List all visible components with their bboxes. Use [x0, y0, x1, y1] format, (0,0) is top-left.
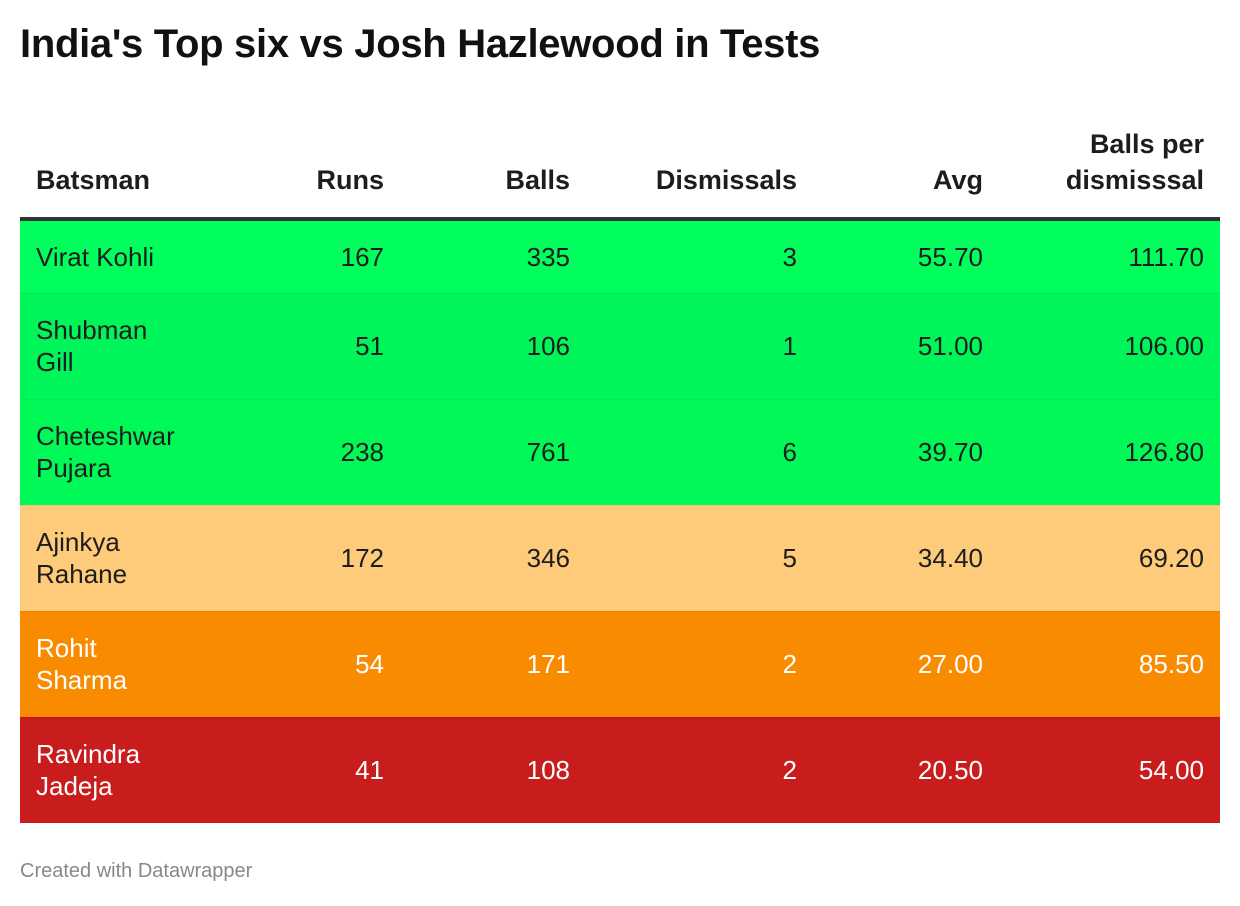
cell-balls-per-dismissal: 69.20 [1138, 543, 1204, 573]
cell-balls: 106 [526, 331, 570, 361]
cell-avg: 55.70 [917, 241, 983, 272]
table-row: Virat Kohli 167 335 3 55.70 111.70 [20, 219, 1220, 293]
cell-avg: 34.40 [917, 543, 983, 573]
table-row: Rohit Sharma 54 171 2 27.00 85.50 [20, 611, 1220, 717]
header-avg[interactable]: Avg [932, 165, 983, 195]
table-row: Cheteshwar Pujara 238 761 6 39.70 126.80 [20, 399, 1220, 505]
header-balls-per-dismissal[interactable]: Balls per dismisssal [1065, 129, 1204, 195]
header-dismissals[interactable]: Dismissals [655, 165, 797, 195]
cell-balls-per-dismissal: 106.00 [1124, 331, 1204, 361]
table-row: Shubman Gill 51 106 1 51.00 106.00 [20, 293, 1220, 399]
cell-batsman: Cheteshwar Pujara [36, 421, 175, 483]
cell-dismissals: 6 [782, 437, 797, 467]
table-row: Ajinkya Rahane 172 346 5 34.40 69.20 [20, 505, 1220, 611]
cell-batsman: Shubman Gill [36, 315, 148, 377]
header-row: Batsman Runs Balls Dismissals Avg Balls … [20, 118, 1220, 219]
table-body: Virat Kohli 167 335 3 55.70 111.70 Shubman Gil… [20, 219, 1220, 823]
cell-runs: 51 [355, 331, 384, 361]
cell-batsman: Ravindra Jadeja [36, 739, 141, 802]
cell-balls: 335 [526, 241, 570, 272]
cell-balls: 346 [526, 543, 570, 573]
table-row: Ravindra Jadeja 41 108 2 20.50 54.00 [20, 717, 1220, 823]
cell-dismissals: 2 [782, 649, 797, 679]
cell-avg: 27.00 [917, 649, 983, 679]
cell-avg: 39.70 [917, 437, 983, 467]
cell-batsman: Rohit Sharma [36, 633, 128, 695]
cell-runs: 238 [340, 437, 384, 467]
table-header: Batsman Runs Balls Dismissals Avg Balls … [20, 118, 1220, 219]
cell-balls-per-dismissal: 54.00 [1138, 755, 1204, 786]
header-balls[interactable]: Balls [505, 165, 570, 195]
cell-avg: 51.00 [917, 331, 983, 361]
cell-dismissals: 5 [782, 543, 797, 573]
header-runs[interactable]: Runs [316, 165, 385, 195]
cell-runs: 54 [355, 649, 384, 679]
footer-credit: Created with Datawrapper [20, 860, 253, 882]
cell-balls-per-dismissal: 126.80 [1124, 437, 1204, 467]
cell-balls: 761 [526, 437, 570, 467]
cell-balls-per-dismissal: 85.50 [1138, 649, 1204, 679]
header-batsman[interactable]: Batsman [36, 165, 151, 195]
cell-batsman: Virat Kohli [36, 241, 155, 272]
cell-balls: 171 [526, 649, 570, 679]
cell-dismissals: 3 [782, 241, 797, 272]
cell-batsman: Ajinkya Rahane [36, 527, 128, 589]
cell-dismissals: 2 [782, 755, 797, 786]
cell-avg: 20.50 [917, 755, 983, 786]
stats-table: Batsman Runs Balls Dismissals Avg Balls … [20, 118, 1220, 823]
cell-balls: 108 [526, 755, 570, 786]
cell-runs: 167 [340, 241, 384, 272]
cell-runs: 41 [355, 755, 384, 786]
cell-balls-per-dismissal: 111.70 [1128, 241, 1204, 272]
cell-runs: 172 [340, 543, 384, 573]
chart-title: India's Top six vs Josh Hazlewood in Tes… [20, 22, 821, 66]
cell-dismissals: 1 [782, 331, 797, 361]
